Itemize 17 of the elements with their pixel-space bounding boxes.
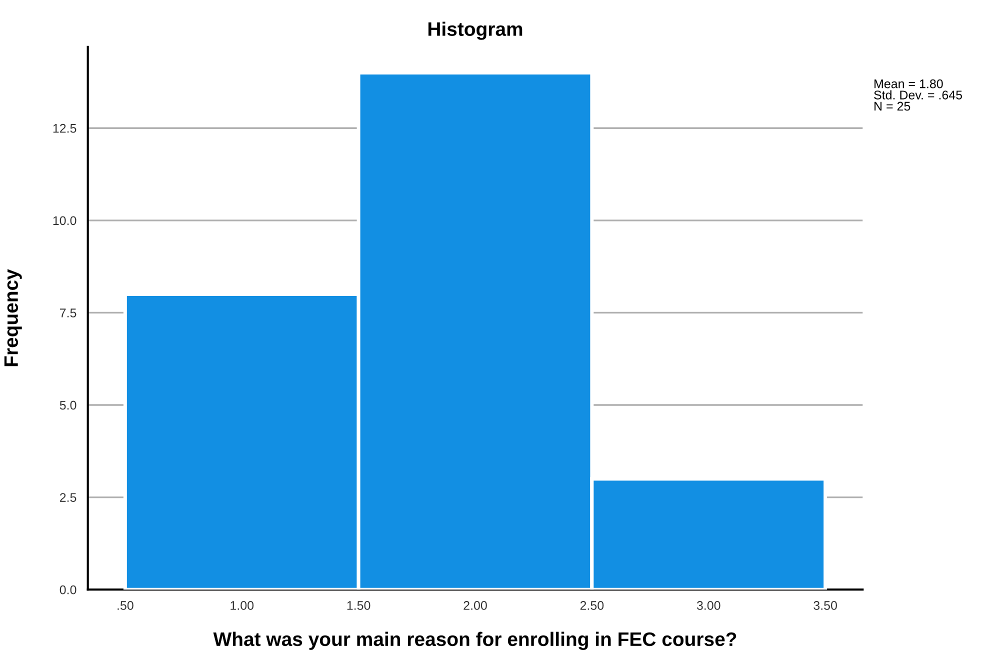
x-tick-label: 3.50 — [814, 601, 837, 610]
x-tick-label: .50 — [118, 601, 134, 610]
x-tick-label: 2.00 — [464, 601, 487, 610]
x-tick-label: 2.50 — [580, 601, 604, 610]
x-axis-title: What was your main reason for enrolling in FEC course? — [213, 632, 736, 650]
chart-title: Histogram — [428, 22, 522, 40]
y-axis-title: Frequency — [4, 269, 22, 366]
y-tick-label: 7.5 — [60, 308, 76, 318]
y-tick-label: 2.5 — [60, 493, 76, 502]
y-tick-label: 12.5 — [53, 124, 76, 133]
y-tick-label: 5.0 — [60, 400, 76, 410]
x-tick-label: 1.50 — [347, 601, 370, 610]
x-tick-label: 1.00 — [230, 601, 254, 610]
x-tick-label: 3.00 — [696, 601, 720, 610]
y-tick-label: 10.0 — [53, 216, 76, 226]
text: Mean = 1.80 Std. Dev. = .645 N = 25 — [874, 79, 962, 111]
y-tick-label: 0.0 — [60, 585, 76, 594]
